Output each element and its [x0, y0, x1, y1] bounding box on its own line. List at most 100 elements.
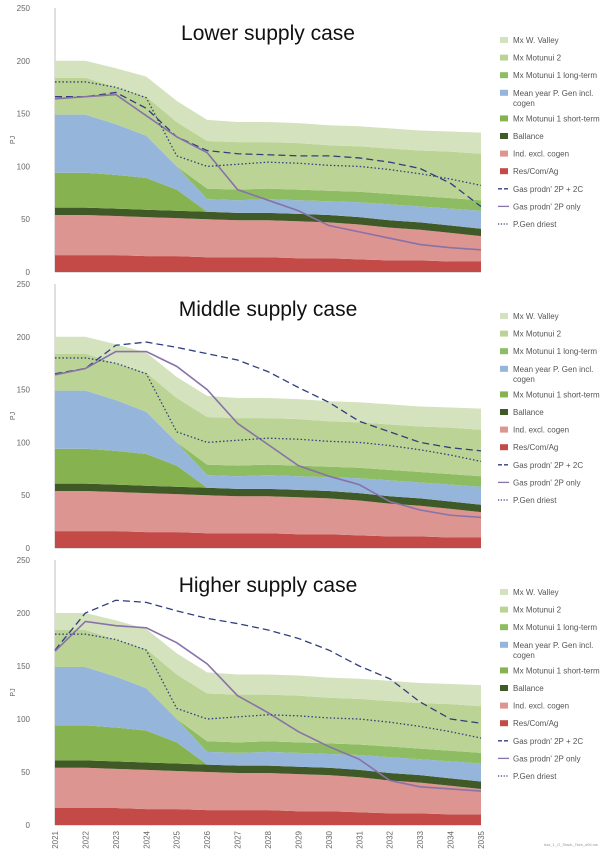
legend-label: Ballance — [513, 132, 544, 141]
area-mx-motunui-2 — [55, 629, 481, 753]
area-ind-excl-cogen — [55, 214, 481, 262]
legend-label: Mx Motunui 1 long-term — [513, 71, 597, 80]
legend-swatch — [500, 624, 508, 631]
legend-item-mx-motunui-2: Mx Motunui 2 — [500, 330, 562, 339]
chart-title: Middle supply case — [179, 298, 358, 321]
legend-item-mx-motunui-1-long-term: Mx Motunui 1 long-term — [500, 347, 597, 356]
x-tick-label: 2032 — [386, 830, 395, 848]
area-ballance — [55, 483, 481, 513]
chart-title: Higher supply case — [179, 574, 358, 597]
legend-item-gas-prodn-2p-2c: Gas prodn' 2P + 2C — [498, 461, 583, 470]
x-tick-label: 2025 — [173, 830, 182, 848]
legend-label: Mx Motunui 1 short-term — [513, 114, 600, 123]
legend-label: Gas prodn' 2P + 2C — [513, 461, 583, 470]
legend-item-ballance: Ballance — [500, 684, 544, 693]
y-axis-label: PJ — [10, 136, 17, 144]
legend-item-mx-motunui-2: Mx Motunui 2 — [500, 54, 562, 63]
y-axis-label: PJ — [10, 412, 17, 420]
chart-panel-3: 0 50 100 150 200 250 PJ Higher supply case Mx W.… — [10, 556, 600, 849]
legend-item-p-gen-driest: P.Gen driest — [498, 772, 557, 781]
legend-label: Mx Motunui 2 — [513, 54, 562, 63]
area-mx-w-valley — [55, 613, 481, 707]
legend-item-res-com-ag: Res/Com/Ag — [500, 719, 558, 728]
line-gas-prodn-2p-2c — [55, 91, 482, 208]
legend-item-res-com-ag: Res/Com/Ag — [500, 443, 558, 452]
area-mean-year-p-gen-incl-cogen — [55, 667, 481, 782]
legend-item-ind-excl-cogen: Ind. excl. cogen — [500, 150, 569, 159]
legend-item-mean-year-p-gen-incl-cogen: Mean year P. Gen incl.cogen — [500, 89, 593, 108]
legend-swatch — [500, 348, 508, 355]
area-mx-motunui-1-long-term — [55, 114, 481, 211]
legend-label: Mx W. Valley — [513, 36, 559, 45]
line-gas-prodn-2p-2c — [54, 341, 482, 452]
x-tick-label: 2024 — [142, 830, 151, 848]
legend-swatch — [500, 606, 508, 613]
legend-label: cogen — [513, 375, 535, 384]
legend-swatch — [500, 702, 508, 709]
y-tick-label: 250 — [17, 4, 31, 13]
legend-label: Ballance — [513, 408, 544, 417]
x-tick-label: 2027 — [234, 830, 243, 848]
legend-swatch — [500, 589, 508, 595]
area-mx-motunui-1-short-term — [55, 172, 481, 229]
legend-label: cogen — [513, 99, 535, 108]
legend-item-gas-prodn-2p-2c: Gas prodn' 2P + 2C — [498, 185, 583, 194]
legend-swatch — [500, 54, 508, 61]
legend-label: Mx Motunui 1 short-term — [513, 666, 600, 675]
legend-label: Mx W. Valley — [513, 588, 559, 597]
line-p-gen-driest — [55, 357, 482, 463]
area-res-com-ag — [55, 531, 481, 548]
legend-label: Ballance — [513, 684, 544, 693]
area-mx-motunui-1-short-term — [55, 725, 481, 782]
legend-item-mean-year-p-gen-incl-cogen: Mean year P. Gen incl.cogen — [500, 641, 593, 660]
legend-label: Ind. excl. cogen — [513, 702, 569, 711]
x-tick-label: 2023 — [112, 830, 121, 848]
area-mx-w-valley — [55, 336, 481, 430]
legend-swatch — [500, 330, 508, 337]
legend-label: Mean year P. Gen incl. — [513, 89, 593, 98]
legend-label: Ind. excl. cogen — [513, 150, 569, 159]
legend-item-p-gen-driest: P.Gen driest — [498, 496, 557, 505]
legend-label: Mean year P. Gen incl. — [513, 641, 593, 650]
legend-swatch — [500, 720, 508, 727]
legend-label: P.Gen driest — [513, 772, 557, 781]
area-ind-excl-cogen — [55, 490, 481, 538]
y-tick-label: 100 — [17, 715, 31, 724]
legend-swatch — [500, 313, 508, 319]
y-tick-label: 100 — [17, 162, 31, 171]
area-mx-w-valley — [55, 60, 481, 154]
legend-swatch — [500, 72, 508, 79]
legend-swatch — [500, 365, 508, 372]
legend-label: Gas prodn' 2P only — [513, 754, 581, 763]
y-tick-label: 50 — [21, 491, 30, 500]
line-p-gen-driest — [55, 81, 482, 187]
y-axis-label: PJ — [10, 688, 17, 696]
legend-label: Mx Motunui 2 — [513, 330, 562, 339]
y-tick-label: 100 — [17, 438, 31, 447]
legend-item-mx-w-valley: Mx W. Valley — [500, 36, 559, 45]
x-tick-label: 2022 — [81, 830, 90, 848]
legend-item-mx-w-valley: Mx W. Valley — [500, 312, 559, 321]
legend-swatch — [500, 391, 508, 398]
area-mx-motunui-2 — [55, 353, 481, 477]
y-tick-label: 0 — [26, 544, 31, 553]
legend-swatch — [500, 133, 508, 139]
legend-item-mx-motunui-1-long-term: Mx Motunui 1 long-term — [500, 623, 597, 632]
legend-swatch — [500, 37, 508, 43]
legend-item-ind-excl-cogen: Ind. excl. cogen — [500, 426, 569, 435]
y-tick-label: 0 — [26, 821, 31, 830]
legend-label: Mx Motunui 1 long-term — [513, 623, 597, 632]
legend-item-mx-motunui-1-short-term: Mx Motunui 1 short-term — [500, 114, 600, 123]
legend-item-mx-motunui-2: Mx Motunui 2 — [500, 606, 562, 615]
legend-swatch — [500, 685, 508, 691]
area-mean-year-p-gen-incl-cogen — [55, 390, 481, 505]
legend-swatch — [500, 444, 508, 451]
area-mx-motunui-1-short-term — [55, 448, 481, 505]
legend-item-mx-motunui-1-short-term: Mx Motunui 1 short-term — [500, 666, 600, 675]
chart-panel-1: 0 50 100 150 200 250 PJ Lower supply case Mx W. … — [10, 4, 600, 277]
legend-swatch — [500, 641, 508, 648]
x-tick-label: 2031 — [355, 830, 364, 848]
legend-swatch — [500, 89, 508, 96]
legend-label: cogen — [513, 651, 535, 660]
